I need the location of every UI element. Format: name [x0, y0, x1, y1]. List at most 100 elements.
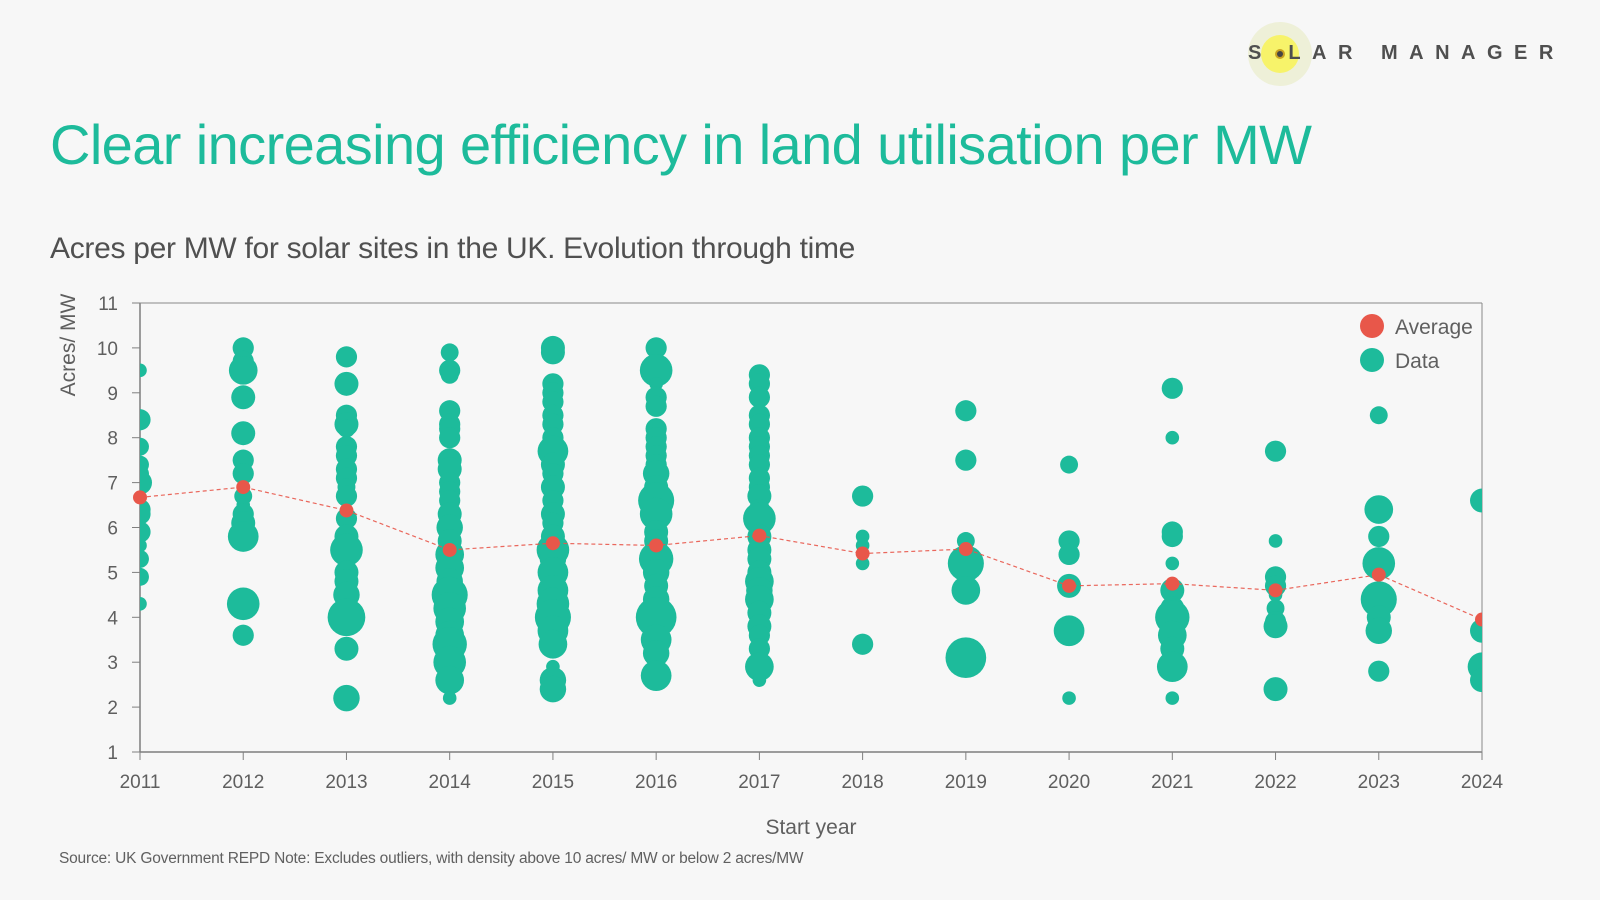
data-series: [140, 335, 1482, 712]
data-point: [140, 597, 147, 611]
average-series: [133, 480, 1483, 627]
y-tick-label: 3: [107, 653, 118, 674]
data-point: [1263, 614, 1288, 639]
data-point: [140, 521, 151, 543]
average-point: [1371, 567, 1386, 582]
solar-manager-logo: S LAR MANAGER: [1240, 20, 1580, 90]
data-point: [435, 665, 465, 695]
data-point: [539, 675, 567, 703]
y-tick-label: 6: [107, 519, 118, 540]
data-point: [1156, 651, 1188, 683]
data-point: [333, 684, 360, 712]
data-point: [1165, 556, 1180, 571]
x-tick-label: 2013: [325, 772, 367, 793]
average-point: [958, 542, 973, 557]
y-tick-label: 5: [107, 563, 118, 584]
data-point: [226, 587, 260, 621]
data-point: [642, 639, 670, 667]
legend: Average Data: [1360, 314, 1473, 373]
legend-data-marker: [1360, 348, 1384, 372]
average-point: [545, 536, 560, 551]
data-point: [945, 637, 987, 679]
data-point: [639, 497, 673, 531]
x-tick-label: 2020: [1048, 772, 1090, 793]
x-axis-title: Start year: [765, 816, 856, 839]
y-tick-label: 9: [107, 384, 118, 405]
data-point: [440, 365, 459, 384]
logo-text: S LAR MANAGER: [1248, 42, 1565, 64]
average-line: [139, 486, 1483, 621]
average-point: [752, 528, 767, 543]
average-point: [1268, 583, 1283, 598]
data-point: [1470, 668, 1482, 693]
data-point: [1369, 406, 1388, 425]
data-point: [1165, 430, 1180, 445]
legend-data-label: Data: [1395, 350, 1440, 373]
x-tick-label: 2022: [1254, 772, 1296, 793]
data-point: [1161, 525, 1183, 548]
average-point: [1475, 612, 1482, 627]
data-point: [955, 400, 977, 422]
data-point: [337, 419, 356, 438]
data-point: [639, 354, 673, 387]
data-point: [140, 503, 151, 525]
data-point: [442, 691, 457, 705]
x-tick-label: 2016: [635, 772, 677, 793]
data-point: [140, 549, 149, 568]
data-point: [1364, 495, 1394, 524]
data-point: [1362, 547, 1396, 580]
data-point: [327, 598, 366, 637]
data-point: [1165, 691, 1180, 705]
y-tick-label: 2: [107, 698, 118, 719]
x-tick-label: 2023: [1358, 772, 1400, 793]
data-point: [440, 343, 459, 362]
y-axis-title: Acres/ MW: [57, 293, 80, 396]
data-point: [1365, 617, 1392, 644]
data-point: [748, 386, 770, 408]
data-point: [140, 567, 149, 586]
data-point: [1470, 488, 1482, 513]
chart-subtitle: Acres per MW for solar sites in the UK. …: [50, 232, 856, 265]
data-point: [232, 463, 254, 485]
data-point: [228, 356, 258, 385]
data-point: [330, 533, 363, 567]
data-point: [232, 624, 254, 646]
data-point: [1161, 377, 1183, 399]
y-tick-label: 10: [97, 339, 118, 360]
axes: 1 2 3 4 5 6 7 8 9 10 11 2011 2012 2013 2014 2015 2016 201…: [97, 294, 1504, 793]
data-point: [140, 470, 152, 495]
data-point: [231, 385, 256, 410]
y-tick-label: 7: [107, 474, 118, 495]
data-point: [855, 556, 870, 571]
data-point: [852, 485, 874, 507]
data-point: [335, 485, 358, 507]
x-tick-label: 2018: [841, 772, 883, 793]
x-tick-label: 2019: [945, 772, 987, 793]
data-point: [1268, 534, 1283, 548]
average-point: [442, 542, 457, 557]
x-tick-label: 2014: [429, 772, 472, 793]
data-point: [1058, 543, 1080, 566]
data-point: [140, 437, 149, 456]
data-point: [1360, 581, 1397, 618]
data-point: [140, 538, 147, 553]
average-point: [339, 503, 354, 518]
data-point: [540, 340, 565, 365]
y-tick-label: 1: [107, 743, 118, 764]
data-point: [335, 346, 358, 368]
x-tick-label: 2011: [120, 772, 161, 793]
y-tick-label: 11: [98, 294, 118, 315]
x-tick-label: 2012: [222, 772, 264, 793]
y-tick-label: 8: [107, 429, 118, 450]
data-point: [1263, 677, 1288, 702]
data-point: [745, 652, 774, 682]
data-point: [1053, 615, 1085, 647]
source-note: Source: UK Government REPD Note: Exclude…: [59, 850, 804, 867]
data-point: [439, 427, 461, 449]
data-point: [947, 545, 984, 582]
average-point: [1165, 576, 1180, 591]
data-point: [640, 660, 672, 692]
average-point: [1062, 578, 1077, 593]
data-point: [334, 636, 359, 661]
y-tick-label: 4: [107, 608, 118, 629]
